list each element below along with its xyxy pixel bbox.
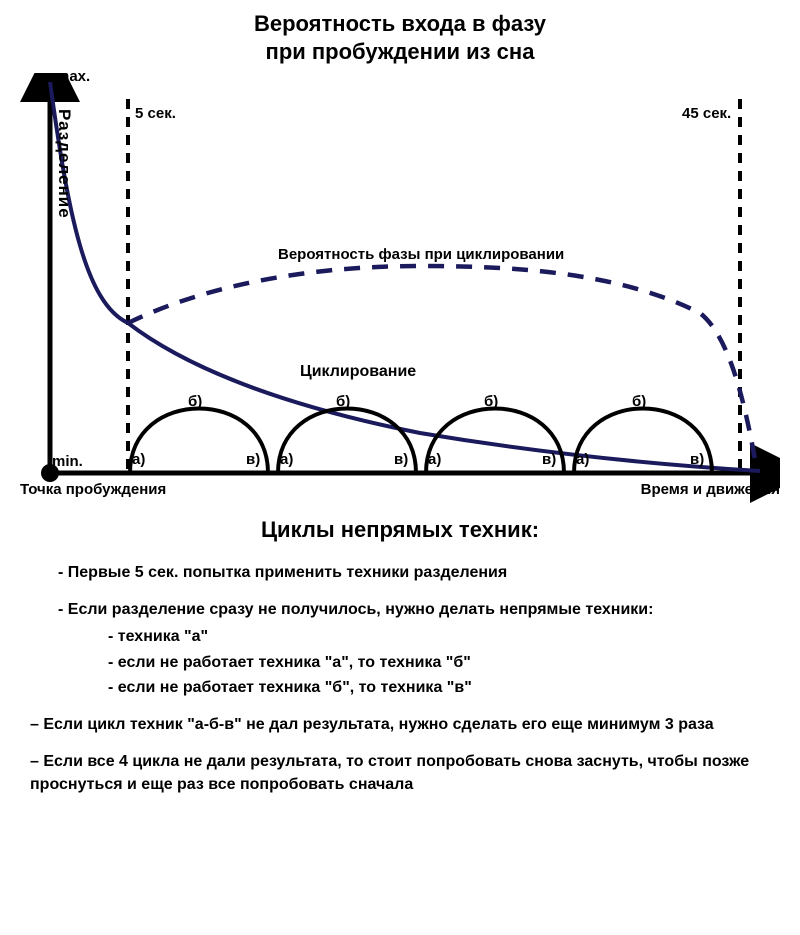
title-line2: при пробуждении из сна [266,39,535,64]
arch4-v: в) [690,451,704,468]
decay-curve [50,82,760,471]
title-line1: Вероятность входа в фазу [254,11,546,36]
sec5-label: 5 сек. [135,105,176,122]
arch3-a: а) [428,451,441,468]
arch2-v: в) [394,451,408,468]
x-start-label: Точка пробуждения [20,481,166,498]
cycling-curve [128,266,757,471]
arch1-b: б) [188,393,202,410]
arch2-b: б) [336,393,350,410]
arch2-a: а) [280,451,293,468]
arch4-b: б) [632,393,646,410]
instructions-block: - Первые 5 сек. попытка применить техник… [20,561,780,797]
sec45-label: 45 сек. [682,105,731,122]
instr-p2: - Если разделение сразу не получилось, н… [30,598,770,621]
separation-label: Разделение [54,109,74,219]
cycling-label: Циклирование [300,363,416,381]
instr-p2b: - если не работает техника "а", то техни… [30,651,770,674]
instr-p1: - Первые 5 сек. попытка применить техник… [30,561,770,584]
instr-p2a: - техника "а" [30,625,770,648]
arch4-a: а) [576,451,589,468]
cycles-subtitle: Циклы непрямых техник: [20,517,780,543]
max-label: max. [56,68,90,85]
instr-p4: – Если все 4 цикла не дали результата, т… [30,750,770,796]
arch3-v: в) [542,451,556,468]
probability-chart: max. min. Точка пробуждения Время и движ… [20,73,780,503]
arch3-b: б) [484,393,498,410]
chart-svg [20,73,780,503]
arch1-a: а) [132,451,145,468]
page-title: Вероятность входа в фазу при пробуждении… [20,10,780,65]
x-end-label: Время и движения [641,481,780,498]
arch1-v: в) [246,451,260,468]
cycling-prob-label: Вероятность фазы при циклировании [278,246,564,263]
instr-p2c: - если не работает техника "б", то техни… [30,676,770,699]
instr-p3: – Если цикл техник "а-б-в" не дал резуль… [30,713,770,736]
min-label: min. [52,453,83,470]
